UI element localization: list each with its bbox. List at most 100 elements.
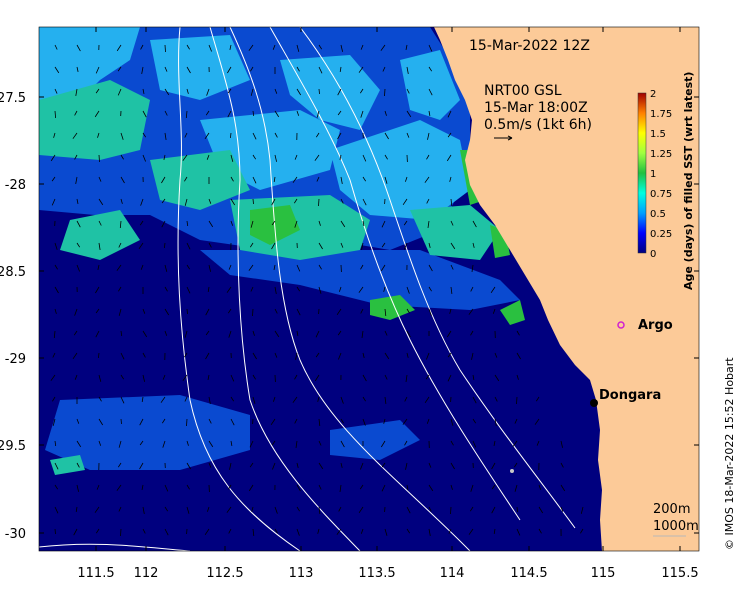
current-vector: [447, 132, 452, 138]
current-vector: [250, 220, 254, 228]
current-vector: [426, 198, 430, 204]
current-vector: [117, 462, 122, 468]
current-vector: [252, 330, 255, 336]
current-vector: [141, 396, 144, 402]
current-vector: [494, 396, 498, 402]
current-vector: [116, 44, 122, 52]
current-vector: [428, 462, 432, 468]
current-vector: [117, 66, 122, 72]
current-vector: [340, 396, 344, 404]
current-vector: [182, 374, 188, 381]
y-tick-label: -28: [5, 178, 26, 193]
current-vector: [252, 154, 257, 160]
current-vector: [274, 154, 277, 162]
current-vector: [208, 396, 211, 404]
current-vector: [404, 440, 408, 446]
current-vector: [52, 396, 56, 402]
current-vector: [142, 154, 146, 162]
current-vector: [54, 264, 58, 270]
current-vector: [406, 132, 410, 138]
current-vector: [450, 462, 455, 470]
current-vector: [252, 352, 257, 360]
current-vector: [161, 220, 166, 228]
current-vector: [384, 88, 386, 97]
current-vector: [384, 308, 387, 317]
current-vector: [205, 308, 210, 316]
current-vector: [274, 132, 278, 138]
current-vector: [560, 506, 564, 512]
current-vector: [95, 330, 100, 338]
current-vector: [317, 528, 320, 534]
current-vector: [186, 264, 191, 270]
current-vector: [428, 506, 432, 512]
current-vector: [205, 110, 210, 116]
current-vector: [54, 308, 57, 314]
current-vector: [384, 330, 388, 336]
current-vector: [318, 418, 321, 427]
current-vector: [318, 264, 322, 270]
current-vector: [208, 198, 212, 204]
current-vector: [274, 352, 278, 358]
current-vector: [163, 154, 166, 160]
current-vector: [252, 374, 256, 380]
current-vector: [426, 154, 430, 160]
current-vector: [318, 88, 320, 95]
current-vector: [492, 308, 496, 314]
current-vector: [384, 352, 390, 360]
current-vector: [96, 484, 100, 490]
colorbar-tick: 0: [650, 249, 656, 260]
argo-marker: [617, 321, 625, 329]
current-vector: [116, 484, 122, 491]
current-vector: [208, 462, 212, 468]
current-vector: [142, 308, 146, 314]
current-vector: [381, 242, 386, 248]
current-vector: [362, 396, 366, 402]
current-vector: [340, 44, 343, 52]
current-vector: [164, 308, 170, 316]
current-vector: [248, 44, 254, 51]
x-tick-label: 112: [134, 566, 159, 581]
current-vector: [72, 352, 78, 360]
current-vector: [337, 330, 342, 336]
current-vector: [514, 418, 518, 424]
x-tick-label: 113: [289, 566, 314, 581]
current-vector: [206, 154, 210, 160]
current-vector: [296, 506, 300, 512]
current-vector: [230, 220, 234, 226]
current-vector: [513, 462, 518, 468]
current-vector: [294, 220, 298, 228]
current-vector: [338, 352, 342, 360]
current-vector: [491, 484, 496, 490]
current-vector: [340, 198, 344, 204]
current-vector: [470, 484, 474, 492]
current-vector: [186, 418, 188, 427]
current-vector: [75, 176, 78, 184]
current-vector: [54, 110, 56, 119]
station-dot: [510, 469, 514, 473]
current-vector: [75, 506, 78, 512]
current-vector: [186, 66, 191, 74]
current-vector-field: [50, 44, 584, 537]
current-vector: [52, 418, 56, 426]
current-vector: [54, 286, 59, 294]
current-vector: [120, 330, 123, 337]
current-vector: [184, 132, 188, 138]
current-vector: [98, 374, 102, 382]
current-vector: [405, 462, 408, 470]
current-vector: [141, 66, 144, 74]
current-vector: [340, 418, 344, 424]
current-vector: [381, 484, 386, 492]
current-vector: [468, 528, 474, 535]
contour-legend-1000m: 1000m: [653, 519, 699, 534]
current-vector: [164, 330, 168, 336]
current-vector: [230, 176, 234, 182]
current-vector: [362, 418, 366, 426]
current-vector: [381, 220, 386, 228]
current-vector: [54, 506, 59, 514]
colorbar-tick: 1.5: [650, 129, 666, 140]
current-vector: [72, 132, 78, 139]
current-vector: [337, 110, 342, 116]
x-tick-label: 112.5: [206, 566, 243, 581]
current-vector: [208, 440, 214, 448]
current-vector: [138, 242, 144, 250]
